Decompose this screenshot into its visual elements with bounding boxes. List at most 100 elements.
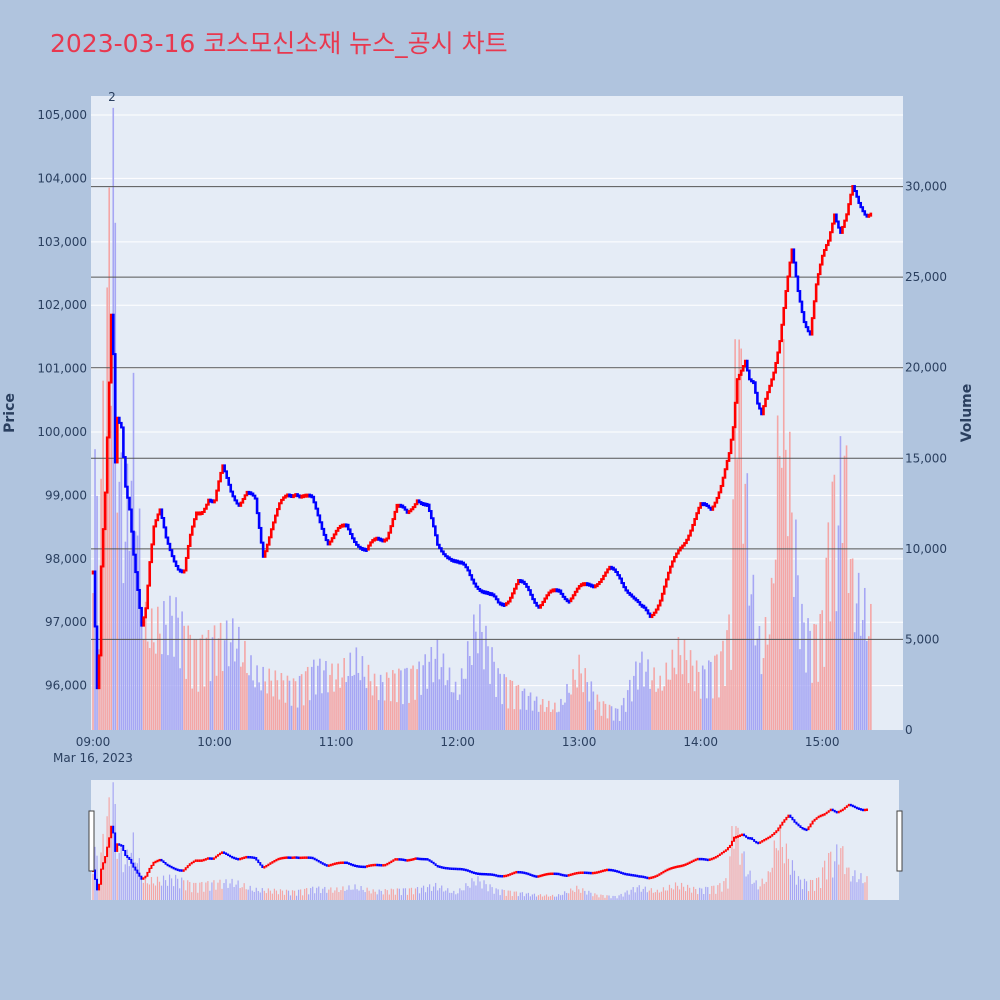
mini-volume-bar: [487, 891, 489, 900]
mini-candle: [767, 836, 770, 840]
mini-candle: [96, 878, 99, 891]
mini-candle: [831, 808, 834, 812]
volume-bar: [564, 702, 566, 730]
volume-bar: [608, 704, 611, 730]
volume-bar: [365, 688, 368, 730]
mini-volume-bar: [547, 896, 550, 900]
volume-bar: [870, 603, 872, 730]
candle: [332, 533, 336, 540]
volume-bar: [246, 673, 248, 730]
volume-bar: [98, 649, 100, 730]
mini-volume-bar: [775, 848, 777, 900]
candle: [393, 510, 397, 521]
mini-volume-bar: [424, 892, 427, 900]
mini-candle: [743, 833, 746, 837]
mini-candle: [432, 861, 435, 865]
mini-candle: [319, 861, 322, 864]
candle: [561, 592, 565, 598]
volume-bar: [724, 685, 726, 730]
mini-candle: [610, 868, 613, 872]
volume-bar: [428, 661, 431, 730]
mini-volume-bar: [721, 891, 723, 900]
candle: [533, 598, 536, 604]
mini-volume-bar: [811, 880, 814, 900]
mini-volume-bar: [126, 849, 128, 900]
mini-volume-bar: [777, 850, 779, 900]
volume-gridlines: [91, 186, 903, 640]
mini-candle: [420, 857, 423, 861]
volume-bar: [120, 452, 123, 730]
mini-candle: [104, 856, 107, 864]
mini-volume-bar: [148, 884, 151, 900]
range-slider-right-handle[interactable]: [896, 810, 903, 872]
mini-volume-bar: [118, 853, 120, 900]
candle: [423, 502, 427, 507]
candle: [480, 589, 484, 594]
volume-bar: [868, 636, 870, 730]
mini-candle: [404, 858, 407, 862]
volume-bar: [296, 707, 299, 730]
mini-candle: [747, 836, 750, 840]
mini-candle: [152, 861, 155, 866]
volume-bar: [300, 674, 303, 730]
candle: [399, 503, 403, 508]
mini-candle: [343, 861, 346, 864]
volume-bar: [116, 512, 119, 730]
mini-candle: [599, 870, 602, 873]
mini-candle: [235, 857, 238, 860]
candle: [814, 283, 818, 303]
mini-candle: [400, 858, 403, 861]
volume-bar: [750, 594, 753, 730]
mini-candle: [299, 856, 302, 860]
candle: [741, 365, 745, 372]
candle: [523, 580, 526, 585]
volume-bar: [592, 691, 595, 730]
range-slider-left-handle[interactable]: [88, 810, 95, 872]
candle: [739, 369, 743, 376]
volume-bar: [495, 696, 497, 730]
mini-volume-bar: [509, 890, 511, 900]
candle: [602, 574, 605, 581]
candle: [816, 273, 820, 286]
mini-volume-bar: [181, 877, 183, 900]
mini-candle: [694, 858, 697, 862]
mini-volume-bar: [529, 896, 531, 900]
candle: [835, 213, 838, 223]
mini-volume-bar: [549, 896, 552, 900]
mini-candle: [557, 872, 560, 876]
volume-bar: [440, 667, 443, 730]
volume-bar: [126, 463, 129, 730]
volume-bar: [793, 596, 795, 730]
candle: [855, 190, 858, 198]
mini-candle: [523, 871, 526, 875]
mini-candle: [809, 823, 812, 828]
candle: [833, 213, 836, 225]
mini-volume-bar: [602, 895, 604, 900]
mini-candle: [186, 865, 189, 869]
volume-bar: [468, 656, 471, 730]
mini-volume-bar: [374, 891, 376, 900]
volume-bar: [240, 666, 242, 730]
mini-candle: [700, 857, 703, 861]
mini-candle: [247, 855, 250, 859]
mini-candle: [807, 826, 810, 831]
mini-volume-bar: [285, 889, 288, 900]
mini-volume-bar: [489, 884, 491, 900]
candle: [565, 598, 569, 603]
mini-volume-bar: [473, 881, 475, 900]
volume-bar: [641, 651, 643, 730]
mini-candle: [791, 816, 794, 821]
candle: [555, 588, 559, 593]
volume-bar: [138, 508, 141, 730]
mini-candle: [174, 867, 177, 871]
candle: [237, 502, 241, 507]
candle: [389, 525, 393, 534]
mini-volume-bar: [146, 883, 149, 900]
volume-bar: [209, 681, 212, 730]
mini-candle: [114, 832, 117, 852]
candle: [778, 340, 781, 354]
volume-bar: [302, 705, 305, 730]
volume-bar: [543, 711, 546, 730]
candle: [162, 516, 166, 529]
